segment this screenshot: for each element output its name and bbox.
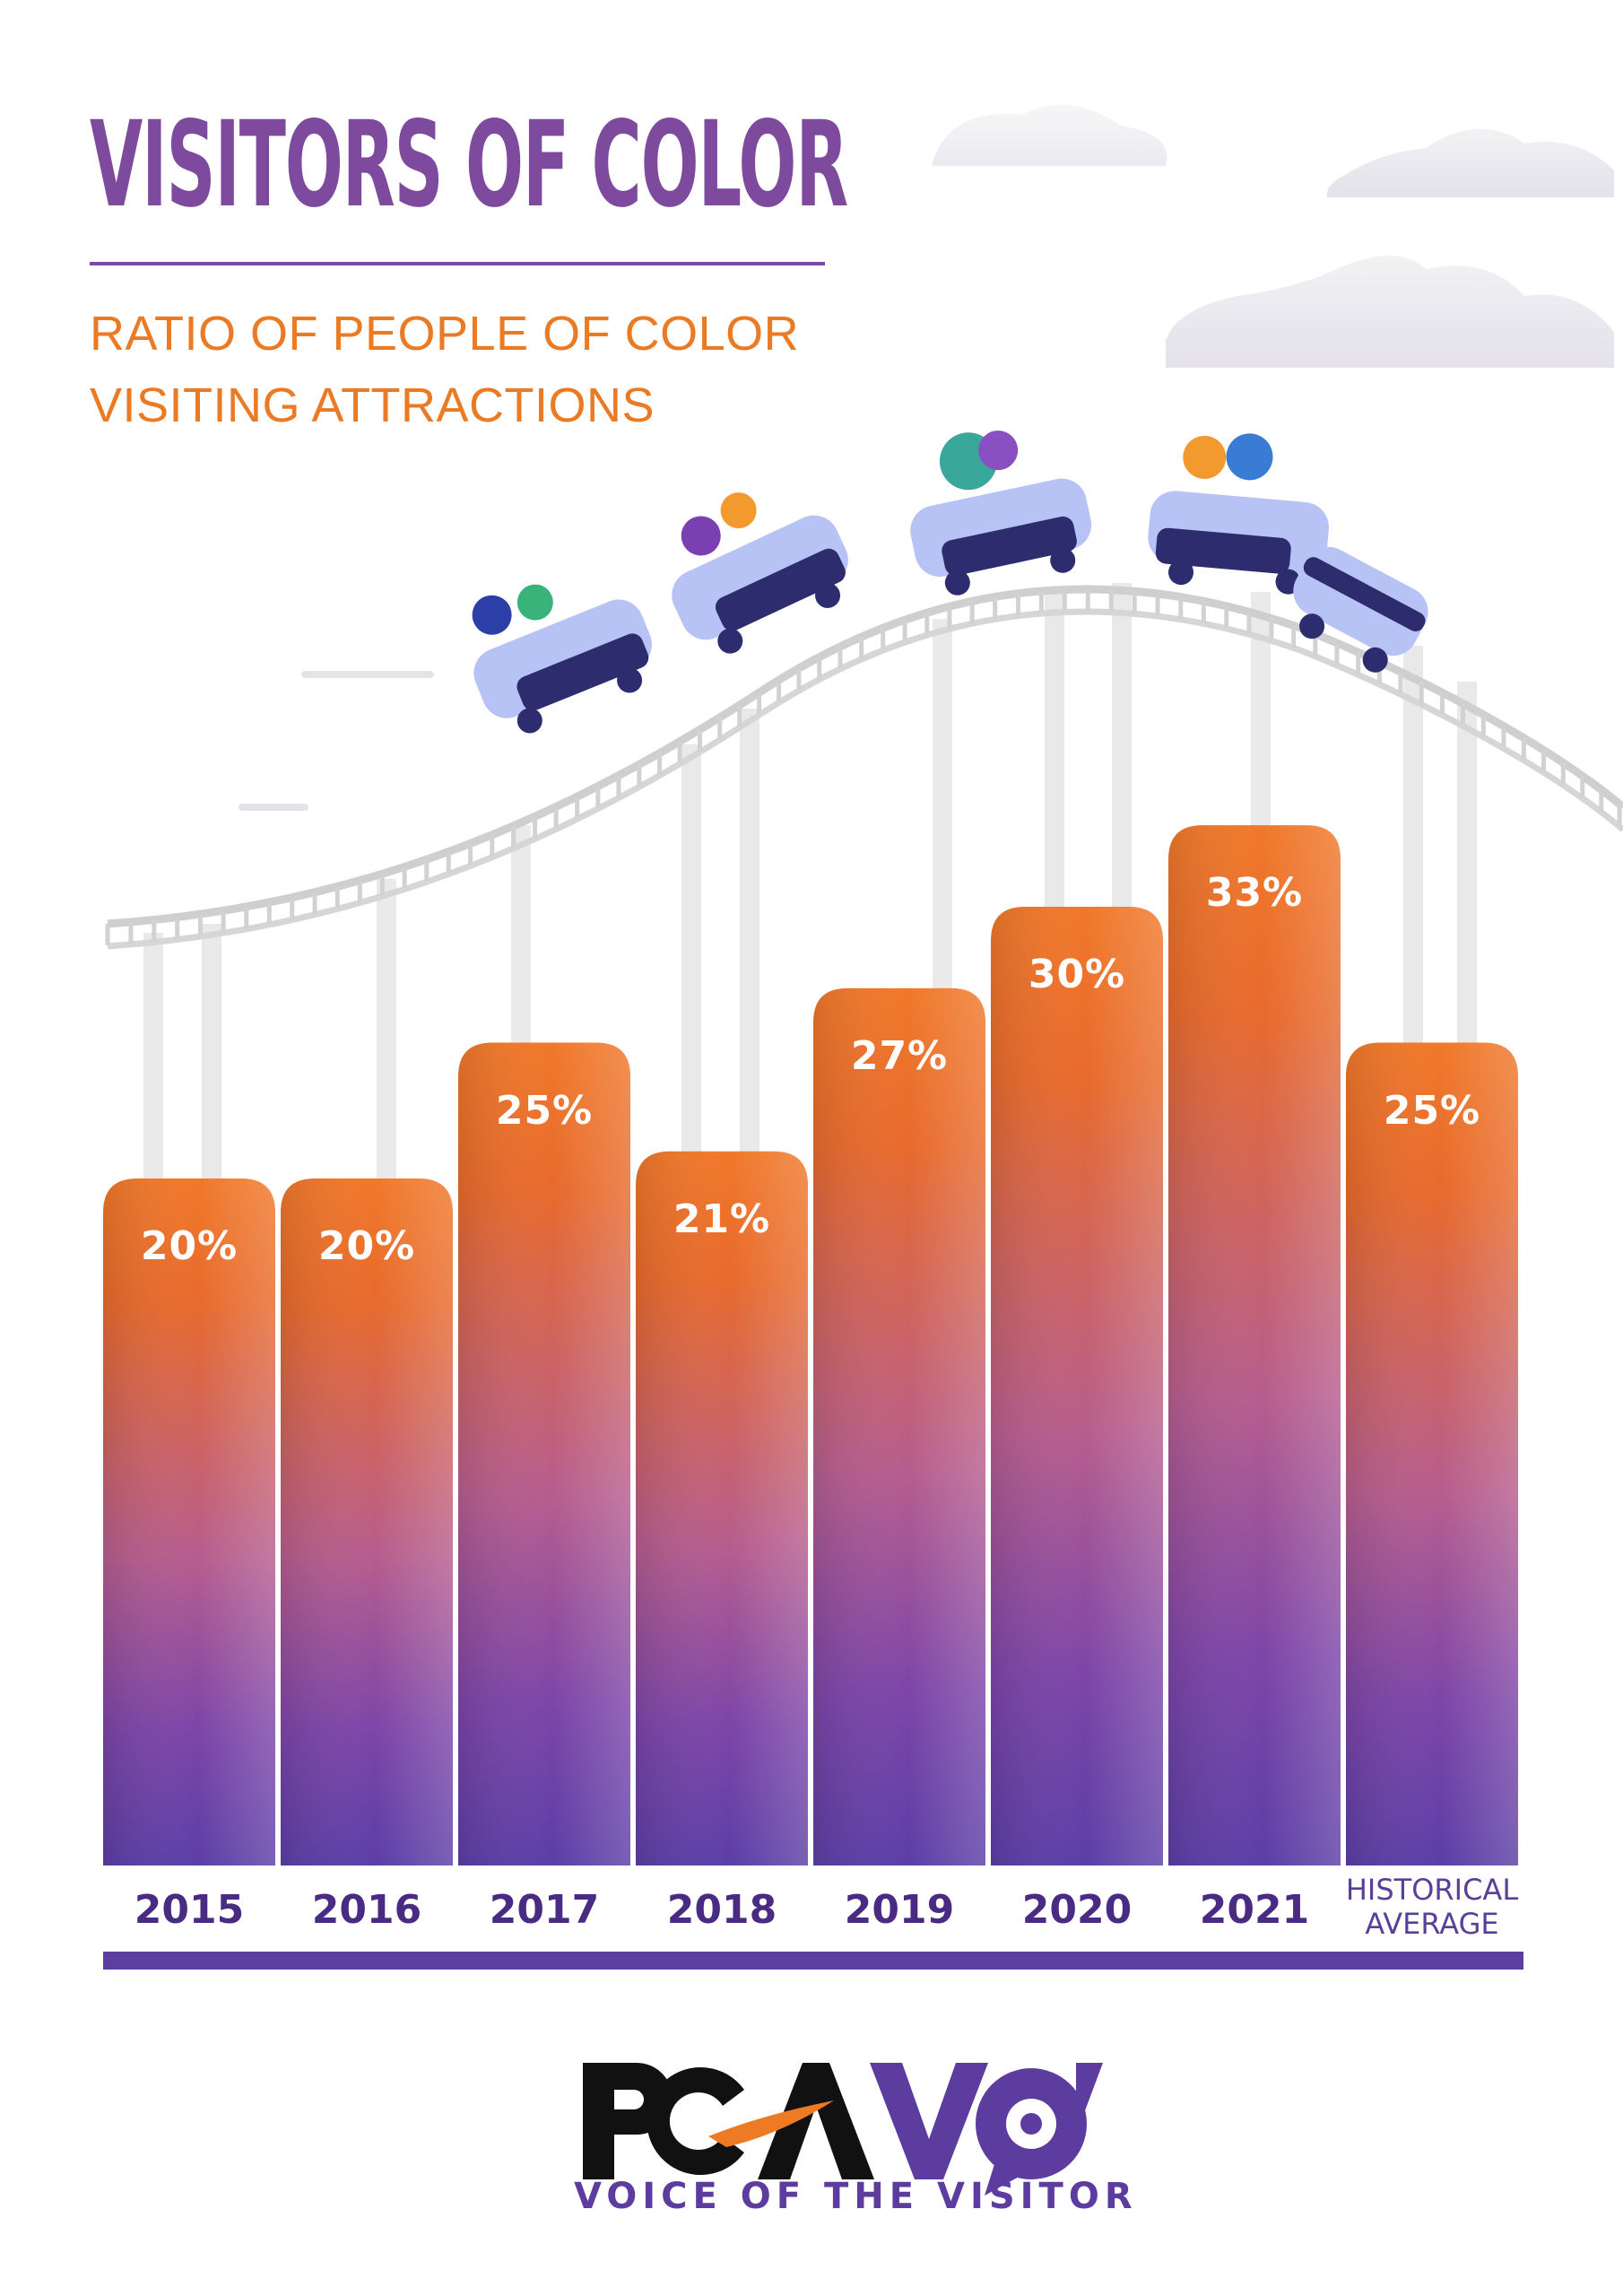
bar-value-label: 25% [1383,1087,1481,1134]
bar-sheen [991,907,1163,1866]
bar-value-label: 20% [317,1223,416,1269]
category-label: 2021 [1199,1887,1310,1933]
category-label: HISTORICAL AVERAGE [1345,1873,1519,1941]
category-label: 2020 [1021,1887,1133,1933]
bar-value-label: 33% [1205,870,1304,917]
coaster-track-ties [105,588,1622,945]
category-baseline [1346,1952,1523,1970]
subtitle-line-2: VISITING ATTRACTIONS [90,378,655,432]
bar-value-label: 21% [673,1196,771,1242]
chart-subtitle: RATIO OF PEOPLE OF COLOR VISITING ATTRAC… [90,298,897,441]
category-baseline [1168,1952,1346,1970]
bar-sheen [103,1178,275,1866]
logo-tagline: VOICE OF THE VISITOR [574,2176,1138,2217]
category-label: 2017 [489,1887,600,1933]
category-baseline [991,1952,1168,1970]
category-baseline [636,1952,813,1970]
category-label: 2019 [844,1887,955,1933]
category-label: 2015 [134,1887,245,1933]
cloud-icon [933,104,1614,368]
bar-sheen [458,1042,630,1866]
bar-series [103,825,1518,1866]
category-baseline [458,1952,636,1970]
category-baseline [103,1952,281,1970]
bar-value-label: 20% [140,1223,239,1269]
bar-value-label: 27% [850,1032,949,1079]
page-title: VISITORS OF COLOR [90,96,848,234]
category-label: 2018 [666,1887,777,1933]
bar-value-label: 25% [495,1087,594,1134]
category-baseline [281,1952,458,1970]
bar-value-label: 30% [1028,952,1126,997]
category-label: 2016 [311,1887,422,1933]
subtitle-line-1: RATIO OF PEOPLE OF COLOR [90,307,800,361]
title-divider [90,262,825,265]
pcavov-logo [583,2063,1103,2196]
category-baseline [813,1952,991,1970]
bar-sheen [636,1151,808,1866]
wind-streak-icon [239,671,434,811]
bar-sheen [1346,1042,1518,1866]
bar-sheen [281,1178,453,1866]
logo-wordmark [583,2063,1103,2196]
bar-sheen [813,987,985,1866]
roller-coaster-illustration [472,430,1428,734]
bar-sheen [1168,825,1341,1866]
